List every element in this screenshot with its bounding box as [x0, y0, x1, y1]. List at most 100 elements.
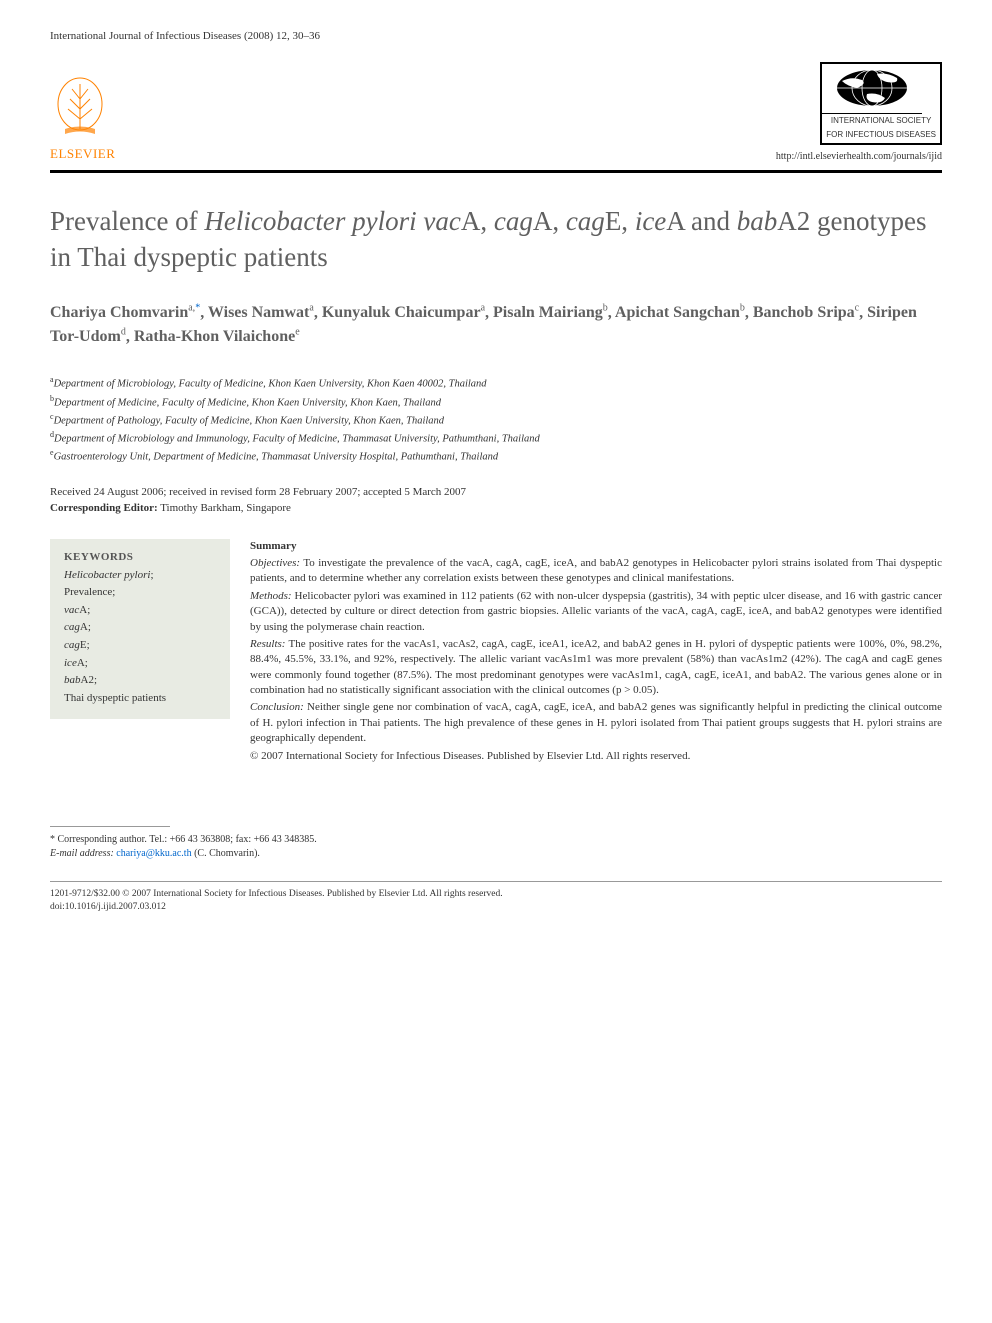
- article-title: Prevalence of Helicobacter pylori vacA, …: [50, 203, 942, 276]
- content-row: KEYWORDS Helicobacter pylori;Prevalence;…: [50, 539, 942, 766]
- affiliation-item: aDepartment of Microbiology, Faculty of …: [50, 374, 942, 392]
- corr-editor-name: Timothy Barkham, Singapore: [158, 502, 291, 514]
- isid-globe-icon: [822, 64, 922, 114]
- affiliation-sup: d: [50, 430, 54, 439]
- summary-conclusion: Conclusion: Neither single gene nor comb…: [250, 700, 942, 746]
- isid-logo-block: INTERNATIONAL SOCIETY FOR INFECTIOUS DIS…: [776, 62, 942, 162]
- email-label: E-mail address:: [50, 848, 114, 859]
- results-text: The positive rates for the vacAs1, vacAs…: [250, 638, 942, 696]
- author-affil-sup: a: [481, 303, 485, 314]
- keywords-list: Helicobacter pylori;Prevalence;vacA;cagA…: [64, 567, 216, 708]
- summary-column: Summary Objectives: To investigate the p…: [250, 539, 942, 766]
- elsevier-tree-icon: [50, 74, 110, 144]
- keyword-plain: A2;: [81, 674, 98, 686]
- corr-author-email-line: E-mail address: chariya@kku.ac.th (C. Ch…: [50, 847, 942, 861]
- isid-box: INTERNATIONAL SOCIETY FOR INFECTIOUS DIS…: [820, 62, 942, 145]
- keyword-plain: A;: [79, 604, 90, 616]
- corr-author-line1: * Corresponding author. Tel.: +66 43 363…: [50, 833, 942, 847]
- affiliation-sup: c: [50, 412, 54, 421]
- author-affil-sup: e: [295, 327, 299, 338]
- author-affil-sup: d: [121, 327, 126, 338]
- keyword-item: babA2;: [64, 672, 216, 690]
- author-item: Chariya Chomvarina,*: [50, 304, 200, 321]
- header-divider: [50, 170, 942, 173]
- corresponding-author: * Corresponding author. Tel.: +66 43 363…: [50, 833, 942, 861]
- objectives-text: To investigate the prevalence of the vac…: [250, 557, 942, 584]
- author-item: Banchob Sripac: [753, 304, 859, 321]
- conclusion-text: Neither single gene nor combination of v…: [250, 701, 942, 744]
- affiliation-item: cDepartment of Pathology, Faculty of Med…: [50, 411, 942, 429]
- isid-text-line2: FOR INFECTIOUS DISEASES: [822, 128, 940, 142]
- corr-editor-label: Corresponding Editor:: [50, 502, 158, 514]
- affiliation-sup: b: [50, 394, 54, 403]
- objectives-label: Objectives:: [250, 557, 300, 569]
- title-plain4: A and: [666, 206, 737, 236]
- doi-text: doi:10.1016/j.ijid.2007.03.012: [50, 901, 942, 914]
- elsevier-label: ELSEVIER: [50, 146, 115, 162]
- methods-text: Helicobacter pylori was examined in 112 …: [250, 590, 942, 633]
- summary-objectives: Objectives: To investigate the prevalenc…: [250, 556, 942, 587]
- keyword-plain: E;: [80, 639, 90, 651]
- author-affil-sup: b: [740, 303, 745, 314]
- author-item: Apichat Sangchanb: [615, 304, 745, 321]
- header-bar: International Journal of Infectious Dise…: [50, 30, 942, 42]
- keyword-item: cagA;: [64, 619, 216, 637]
- title-prefix: Prevalence of: [50, 206, 204, 236]
- keyword-plain: ;: [150, 569, 153, 581]
- keyword-plain: Prevalence;: [64, 586, 115, 598]
- keywords-heading: KEYWORDS: [64, 551, 216, 563]
- journal-url[interactable]: http://intl.elsevierhealth.com/journals/…: [776, 151, 942, 162]
- author-item: Wises Namwata: [208, 304, 314, 321]
- results-label: Results:: [250, 638, 285, 650]
- isid-text-line1: INTERNATIONAL SOCIETY: [822, 114, 940, 128]
- keyword-item: cagE;: [64, 637, 216, 655]
- affiliation-item: eGastroenterology Unit, Department of Me…: [50, 447, 942, 465]
- keyword-plain: A;: [77, 657, 88, 669]
- keyword-italic: vac: [64, 604, 79, 616]
- author-item: Kunyaluk Chaicumpara: [322, 304, 485, 321]
- title-italic4: ice: [635, 206, 666, 236]
- title-plain1: A,: [461, 206, 494, 236]
- author-item: Pisaln Mairiangb: [493, 304, 608, 321]
- summary-methods: Methods: Helicobacter pylori was examine…: [250, 589, 942, 635]
- title-italic2: cag: [494, 206, 533, 236]
- title-italic5: bab: [737, 206, 778, 236]
- keyword-item: Thai dyspeptic patients: [64, 690, 216, 708]
- journal-reference: International Journal of Infectious Dise…: [50, 30, 320, 42]
- title-italic3: cag: [566, 206, 605, 236]
- keyword-item: iceA;: [64, 655, 216, 673]
- affiliation-item: bDepartment of Medicine, Faculty of Medi…: [50, 393, 942, 411]
- keyword-item: Prevalence;: [64, 584, 216, 602]
- submission-dates: Received 24 August 2006; received in rev…: [50, 486, 942, 498]
- author-affil-sup: a: [309, 303, 313, 314]
- keywords-box: KEYWORDS Helicobacter pylori;Prevalence;…: [50, 539, 230, 720]
- methods-label: Methods:: [250, 590, 292, 602]
- footer-divider: [50, 826, 170, 827]
- affiliations-list: aDepartment of Microbiology, Faculty of …: [50, 374, 942, 465]
- keyword-item: Helicobacter pylori;: [64, 567, 216, 585]
- keyword-italic: bab: [64, 674, 81, 686]
- keyword-italic: Helicobacter pylori: [64, 569, 150, 581]
- summary-copyright: © 2007 International Society for Infecti…: [250, 749, 942, 764]
- summary-heading: Summary: [250, 539, 942, 554]
- author-item: Ratha-Khon Vilaichonee: [134, 328, 300, 345]
- summary-results: Results: The positive rates for the vacA…: [250, 637, 942, 699]
- email-suffix: (C. Chomvarin).: [192, 848, 260, 859]
- keyword-italic: cag: [64, 639, 80, 651]
- affiliation-sup: a: [50, 375, 54, 384]
- author-affil-sup: c: [855, 303, 859, 314]
- title-plain2: A,: [533, 206, 566, 236]
- elsevier-logo: ELSEVIER: [50, 74, 115, 162]
- title-plain3: E,: [605, 206, 635, 236]
- copyright-bar: 1201-9712/$32.00 © 2007 International So…: [50, 881, 942, 915]
- authors-list: Chariya Chomvarina,*, Wises Namwata, Kun…: [50, 301, 942, 350]
- title-italic1: Helicobacter pylori vac: [204, 206, 460, 236]
- affiliation-sup: e: [50, 448, 54, 457]
- email-link[interactable]: chariya@kku.ac.th: [116, 848, 191, 859]
- author-corr-mark: *: [195, 303, 200, 314]
- keyword-italic: ice: [64, 657, 77, 669]
- affiliation-item: dDepartment of Microbiology and Immunolo…: [50, 429, 942, 447]
- logo-row: ELSEVIER INTERNATIONAL SOCIETY FOR INFEC…: [50, 62, 942, 170]
- author-affil-sup: b: [603, 303, 608, 314]
- keyword-italic: cag: [64, 621, 80, 633]
